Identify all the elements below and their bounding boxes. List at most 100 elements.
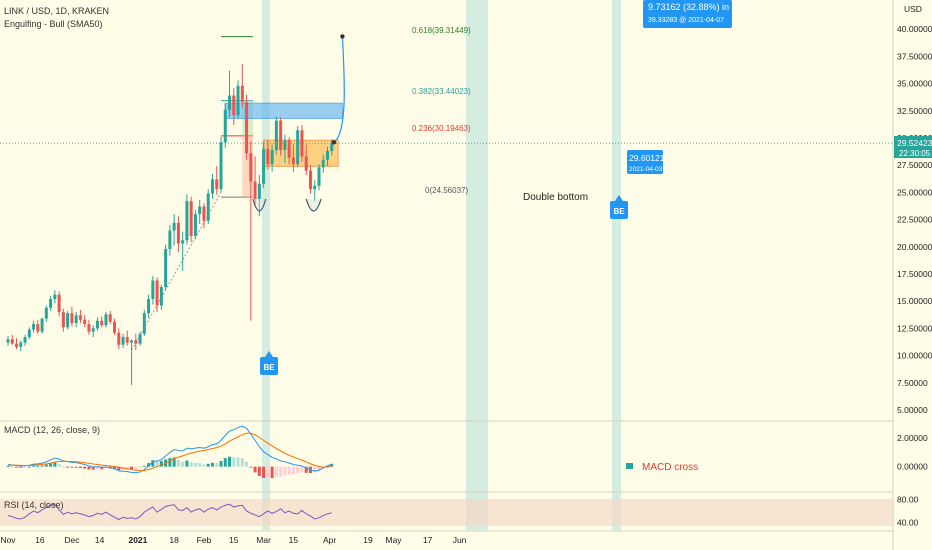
svg-text:BE: BE [613, 207, 625, 216]
candle-body [142, 313, 146, 334]
candle-body [23, 337, 27, 343]
candle-body [172, 222, 176, 231]
macd-histogram-bar [70, 466, 74, 468]
macd-histogram-bar [142, 465, 146, 467]
rsi-panel [7, 503, 332, 521]
svg-text:22:30:05: 22:30:05 [899, 149, 931, 158]
candle-body [87, 324, 91, 332]
indicator-title[interactable]: Engulfing - Bull (SMA50) [4, 19, 103, 29]
macd-histogram-bar [189, 462, 193, 467]
candle-body [253, 181, 257, 199]
candle-body [155, 280, 159, 306]
candle-body [159, 287, 163, 306]
symbol-title[interactable]: LINK / USD, 1D, KRAKEN [4, 6, 109, 16]
candle-body [113, 321, 116, 333]
candle-body [181, 240, 185, 244]
macd-histogram-bar [202, 464, 206, 467]
macd-histogram-bar [151, 460, 155, 467]
fib-label-236: 0.236(30.19463) [412, 124, 471, 133]
current-price-label[interactable]: 29.52423 22:30:05 [894, 136, 932, 158]
macd-histogram-bar [36, 465, 40, 467]
candle-body [147, 299, 151, 314]
macd-histogram-bar [23, 466, 27, 468]
candle-body [274, 120, 278, 150]
candle-body [36, 324, 40, 332]
macd-histogram-bar [300, 466, 304, 473]
price-tick-label: 25.00000 [897, 187, 932, 197]
price-tick-label: 10.00000 [897, 351, 932, 361]
candle-body [210, 179, 214, 194]
macd-histogram-bar [91, 466, 95, 470]
candle-body [240, 85, 244, 103]
candle-body [304, 156, 308, 171]
candle-body [61, 312, 65, 328]
macd-histogram-bar [223, 458, 227, 467]
candle-body [308, 170, 312, 190]
price-tick-label: 7.50000 [897, 378, 928, 388]
time-tick-label: May [385, 535, 402, 545]
macd-histogram-bar [95, 466, 99, 469]
candle-body [49, 299, 53, 308]
candle-body [108, 314, 112, 322]
candle-body [228, 95, 232, 110]
macd-histogram-bar [279, 466, 283, 477]
price-tick-label: 22.50000 [897, 215, 932, 225]
macd-histogram-bar [159, 460, 163, 467]
price-tick-label: 17.50000 [897, 269, 932, 279]
macd-histogram-bar [138, 466, 142, 469]
time-tick-label: Jun [453, 535, 467, 545]
svg-text:9.73162 (32.88%) in 4d: 9.73162 (32.88%) in 4d [648, 2, 742, 12]
candle-body [66, 313, 70, 328]
price-tick-label: 32.50000 [897, 106, 932, 116]
macd-title[interactable]: MACD (12, 26, close, 9) [4, 425, 100, 435]
candle-body [219, 142, 223, 190]
macd-histogram-bar [168, 457, 172, 467]
candle-body [189, 201, 193, 236]
candle-body [130, 340, 134, 343]
candle-body [138, 333, 142, 344]
macd-histogram-bar [257, 466, 261, 476]
candle-body [176, 222, 180, 244]
candle-body [193, 214, 197, 236]
macd-histogram-bar [57, 464, 61, 467]
macd-histogram-bar [185, 460, 189, 467]
svg-text:39.33283 @ 2021-04-07: 39.33283 @ 2021-04-07 [648, 17, 724, 24]
macd-histogram-bar [313, 466, 317, 473]
candle-body [236, 85, 240, 116]
be-marker-1[interactable]: BE [260, 351, 278, 375]
signal-line [7, 432, 332, 472]
candle-body [125, 337, 129, 343]
macd-histogram-bar [215, 462, 219, 467]
price-tick-label: 12.50000 [897, 323, 932, 333]
macd-histogram-bar [74, 466, 78, 468]
macd-histogram-bar [253, 466, 257, 473]
candle-body [223, 109, 227, 143]
highlight-column-2 [466, 0, 488, 530]
candle-body [326, 151, 329, 160]
macd-histogram-bar [283, 466, 287, 476]
time-tick-label: Nov [0, 535, 16, 545]
price-axis[interactable]: 40.0000037.5000035.0000032.5000030.00000… [897, 24, 932, 415]
rsi-title[interactable]: RSI (14, close) [4, 500, 64, 510]
macd-histogram-bar [61, 466, 65, 468]
macd-value-tag [626, 463, 633, 469]
macd-histogram-bar [19, 466, 23, 468]
target-projection-label[interactable]: 9.73162 (32.88%) in 4d 39.33283 @ 2021-0… [643, 0, 742, 28]
macd-histogram-bar [40, 465, 44, 467]
entry-price-label[interactable]: 29.60121 2021-04-03 [627, 150, 665, 174]
macd-histogram-bar [172, 457, 176, 467]
macd-histogram-bar [317, 466, 321, 471]
time-axis[interactable]: Nov 16 Dec 14 2021 18 Feb 15 Mar 15 Apr 19 May 17 Jun [0, 535, 466, 545]
double-bottom-label: Double bottom [523, 192, 588, 203]
candle-body [270, 149, 274, 165]
candle-body [53, 294, 57, 300]
macd-histogram-bar [266, 466, 270, 479]
resistance-box[interactable] [224, 102, 343, 119]
candle-body [257, 183, 261, 199]
svg-text:29.60121: 29.60121 [629, 153, 665, 163]
macd-histogram-bar [130, 466, 134, 470]
candles [6, 64, 334, 385]
candle-body [134, 340, 138, 344]
be-marker-2[interactable]: BE [610, 195, 628, 219]
